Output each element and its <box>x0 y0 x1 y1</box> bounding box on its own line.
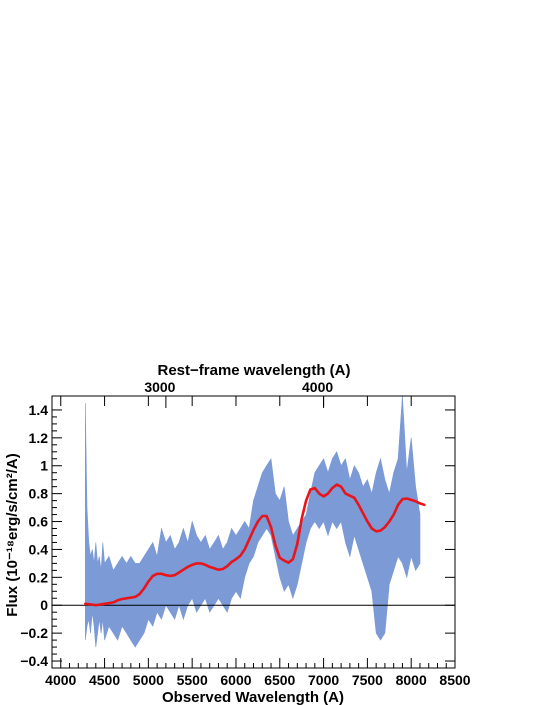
x-tick-label: 5000 <box>133 672 164 688</box>
y-tick-label: 1.4 <box>29 402 49 418</box>
y-axis-title: Flux (10⁻¹⁸erg/s/cm²/A) <box>4 453 21 616</box>
x-axis-title: Observed Wavelength (A) <box>162 689 344 705</box>
smoothed-fit-line-layer <box>84 483 426 607</box>
axis-ticks <box>52 396 456 668</box>
y-tick-label: −0.4 <box>20 653 48 669</box>
x-tick-label: 8500 <box>439 672 470 688</box>
x-tick-label: 6000 <box>220 672 251 688</box>
x-tick-label: 4500 <box>89 672 120 688</box>
top-axis-title: Rest−frame wavelength (A) <box>158 362 351 379</box>
y-tick-label: −0.2 <box>20 625 48 641</box>
y-tick-label: 0.8 <box>29 486 49 502</box>
y-tick-label: 0.2 <box>29 569 49 585</box>
fit-line-series <box>84 483 426 607</box>
y-tick-label: 0.6 <box>29 514 49 530</box>
observed-flux-band-layer <box>85 395 421 648</box>
axis-tick-labels: 4000 4500 5000 5500 6000 6500 7000 7500 8000 8500… <box>20 379 470 688</box>
y-tick-label: 1 <box>40 458 48 474</box>
top-tick-label: 3000 <box>144 379 175 395</box>
x-tick-label: 4000 <box>45 672 76 688</box>
x-tick-label: 8000 <box>396 672 427 688</box>
y-tick-label: 0 <box>40 597 48 613</box>
x-tick-label: 7500 <box>352 672 383 688</box>
flux-band-series <box>85 395 421 648</box>
y-tick-label: 1.2 <box>29 430 49 446</box>
top-tick-label: 4000 <box>302 379 333 395</box>
x-tick-label: 6500 <box>264 672 295 688</box>
x-tick-label: 7000 <box>308 672 339 688</box>
x-tick-label: 5500 <box>177 672 208 688</box>
y-tick-label: 0.4 <box>29 541 49 557</box>
